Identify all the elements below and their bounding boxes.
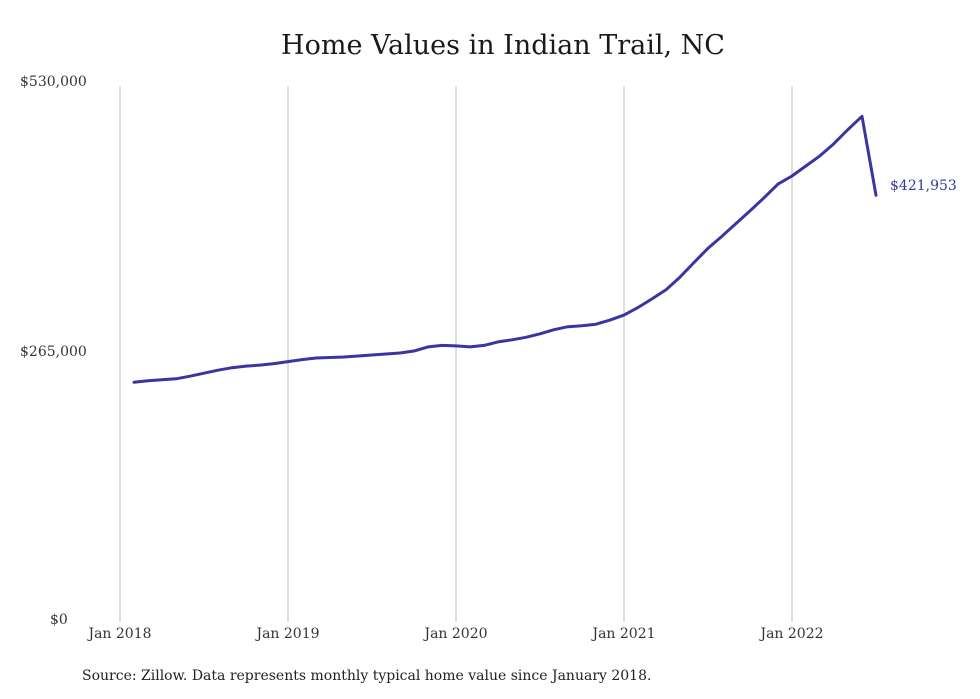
source-note: Source: Zillow. Data represents monthly … xyxy=(82,668,652,684)
x-tick-label-2020: Jan 2020 xyxy=(424,626,488,642)
y-tick-label-mid: $265,000 xyxy=(20,344,87,360)
series-line xyxy=(132,114,878,384)
y-tick-label-max: $530,000 xyxy=(20,74,87,90)
end-value-label: $421,953 xyxy=(890,178,957,194)
x-tick-label-2019: Jan 2019 xyxy=(256,626,320,642)
chart-title: Home Values in Indian Trail, NC xyxy=(281,30,725,61)
x-tick-label-2021: Jan 2021 xyxy=(592,626,656,642)
x-tick-label-2022: Jan 2022 xyxy=(760,626,824,642)
y-tick-label-zero: $0 xyxy=(50,612,68,628)
x-tick-label-2018: Jan 2018 xyxy=(88,626,152,642)
